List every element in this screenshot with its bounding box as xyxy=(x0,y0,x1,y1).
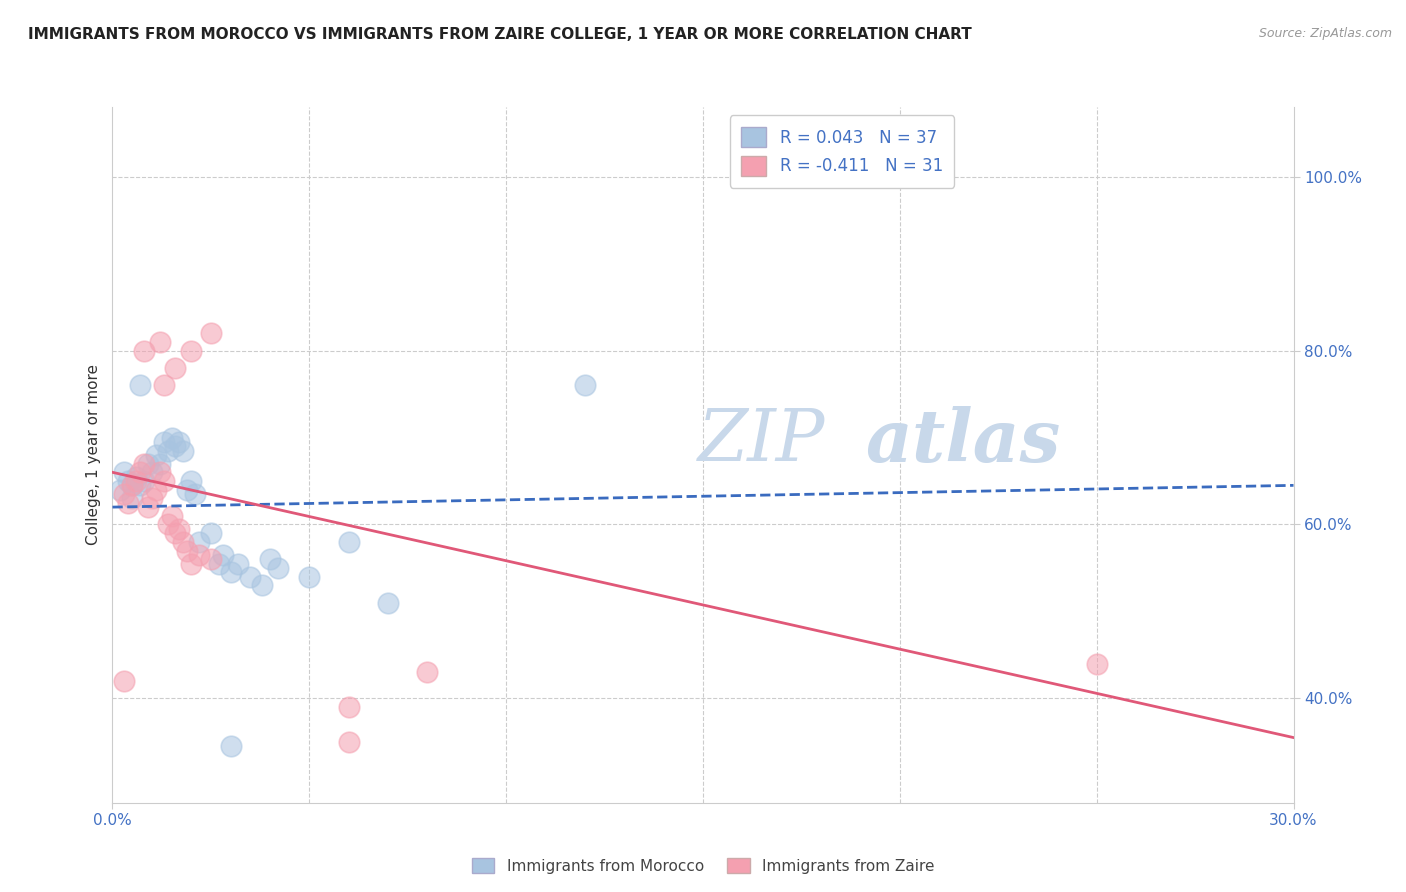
Point xyxy=(117,474,139,488)
Point xyxy=(160,431,183,445)
Point xyxy=(141,491,163,506)
Point xyxy=(145,483,167,497)
Point xyxy=(259,552,281,566)
Point xyxy=(188,535,211,549)
Point xyxy=(416,665,439,680)
Point xyxy=(145,448,167,462)
Y-axis label: College, 1 year or more: College, 1 year or more xyxy=(86,365,101,545)
Point xyxy=(132,457,155,471)
Point xyxy=(200,552,222,566)
Point xyxy=(337,700,360,714)
Point xyxy=(208,557,231,571)
Point xyxy=(132,343,155,358)
Point xyxy=(121,478,143,492)
Point xyxy=(200,326,222,341)
Point xyxy=(156,443,179,458)
Point xyxy=(149,457,172,471)
Point xyxy=(165,439,187,453)
Legend: Immigrants from Morocco, Immigrants from Zaire: Immigrants from Morocco, Immigrants from… xyxy=(465,852,941,880)
Text: atlas: atlas xyxy=(865,406,1060,476)
Point xyxy=(337,535,360,549)
Point xyxy=(165,360,187,375)
Point xyxy=(160,508,183,523)
Point xyxy=(112,466,135,480)
Point xyxy=(228,557,250,571)
Point xyxy=(152,434,174,449)
Point xyxy=(169,522,191,536)
Point xyxy=(165,526,187,541)
Point xyxy=(180,557,202,571)
Point xyxy=(129,478,152,492)
Point xyxy=(298,570,321,584)
Point xyxy=(112,674,135,689)
Point xyxy=(1085,657,1108,671)
Point xyxy=(219,739,242,754)
Point xyxy=(188,548,211,562)
Point xyxy=(180,343,202,358)
Point xyxy=(211,548,233,562)
Text: Source: ZipAtlas.com: Source: ZipAtlas.com xyxy=(1258,27,1392,40)
Point xyxy=(149,466,172,480)
Point xyxy=(129,466,152,480)
Point xyxy=(149,334,172,349)
Point xyxy=(180,474,202,488)
Point xyxy=(125,474,148,488)
Point xyxy=(132,474,155,488)
Point xyxy=(117,496,139,510)
Point xyxy=(136,500,159,514)
Point xyxy=(337,735,360,749)
Text: ZIP: ZIP xyxy=(699,406,825,476)
Point xyxy=(121,478,143,492)
Point xyxy=(141,466,163,480)
Point xyxy=(250,578,273,592)
Point xyxy=(574,378,596,392)
Point xyxy=(136,457,159,471)
Point xyxy=(125,469,148,483)
Point xyxy=(219,566,242,580)
Point xyxy=(121,491,143,506)
Point xyxy=(184,487,207,501)
Point xyxy=(156,517,179,532)
Legend: R = 0.043   N = 37, R = -0.411   N = 31: R = 0.043 N = 37, R = -0.411 N = 31 xyxy=(730,115,955,187)
Point xyxy=(377,596,399,610)
Point xyxy=(152,474,174,488)
Point xyxy=(176,543,198,558)
Point xyxy=(110,483,132,497)
Point xyxy=(169,434,191,449)
Text: IMMIGRANTS FROM MOROCCO VS IMMIGRANTS FROM ZAIRE COLLEGE, 1 YEAR OR MORE CORRELA: IMMIGRANTS FROM MOROCCO VS IMMIGRANTS FR… xyxy=(28,27,972,42)
Point xyxy=(200,526,222,541)
Point xyxy=(152,378,174,392)
Point xyxy=(172,443,194,458)
Point xyxy=(112,487,135,501)
Point xyxy=(129,378,152,392)
Point xyxy=(267,561,290,575)
Point xyxy=(239,570,262,584)
Point xyxy=(172,535,194,549)
Point xyxy=(176,483,198,497)
